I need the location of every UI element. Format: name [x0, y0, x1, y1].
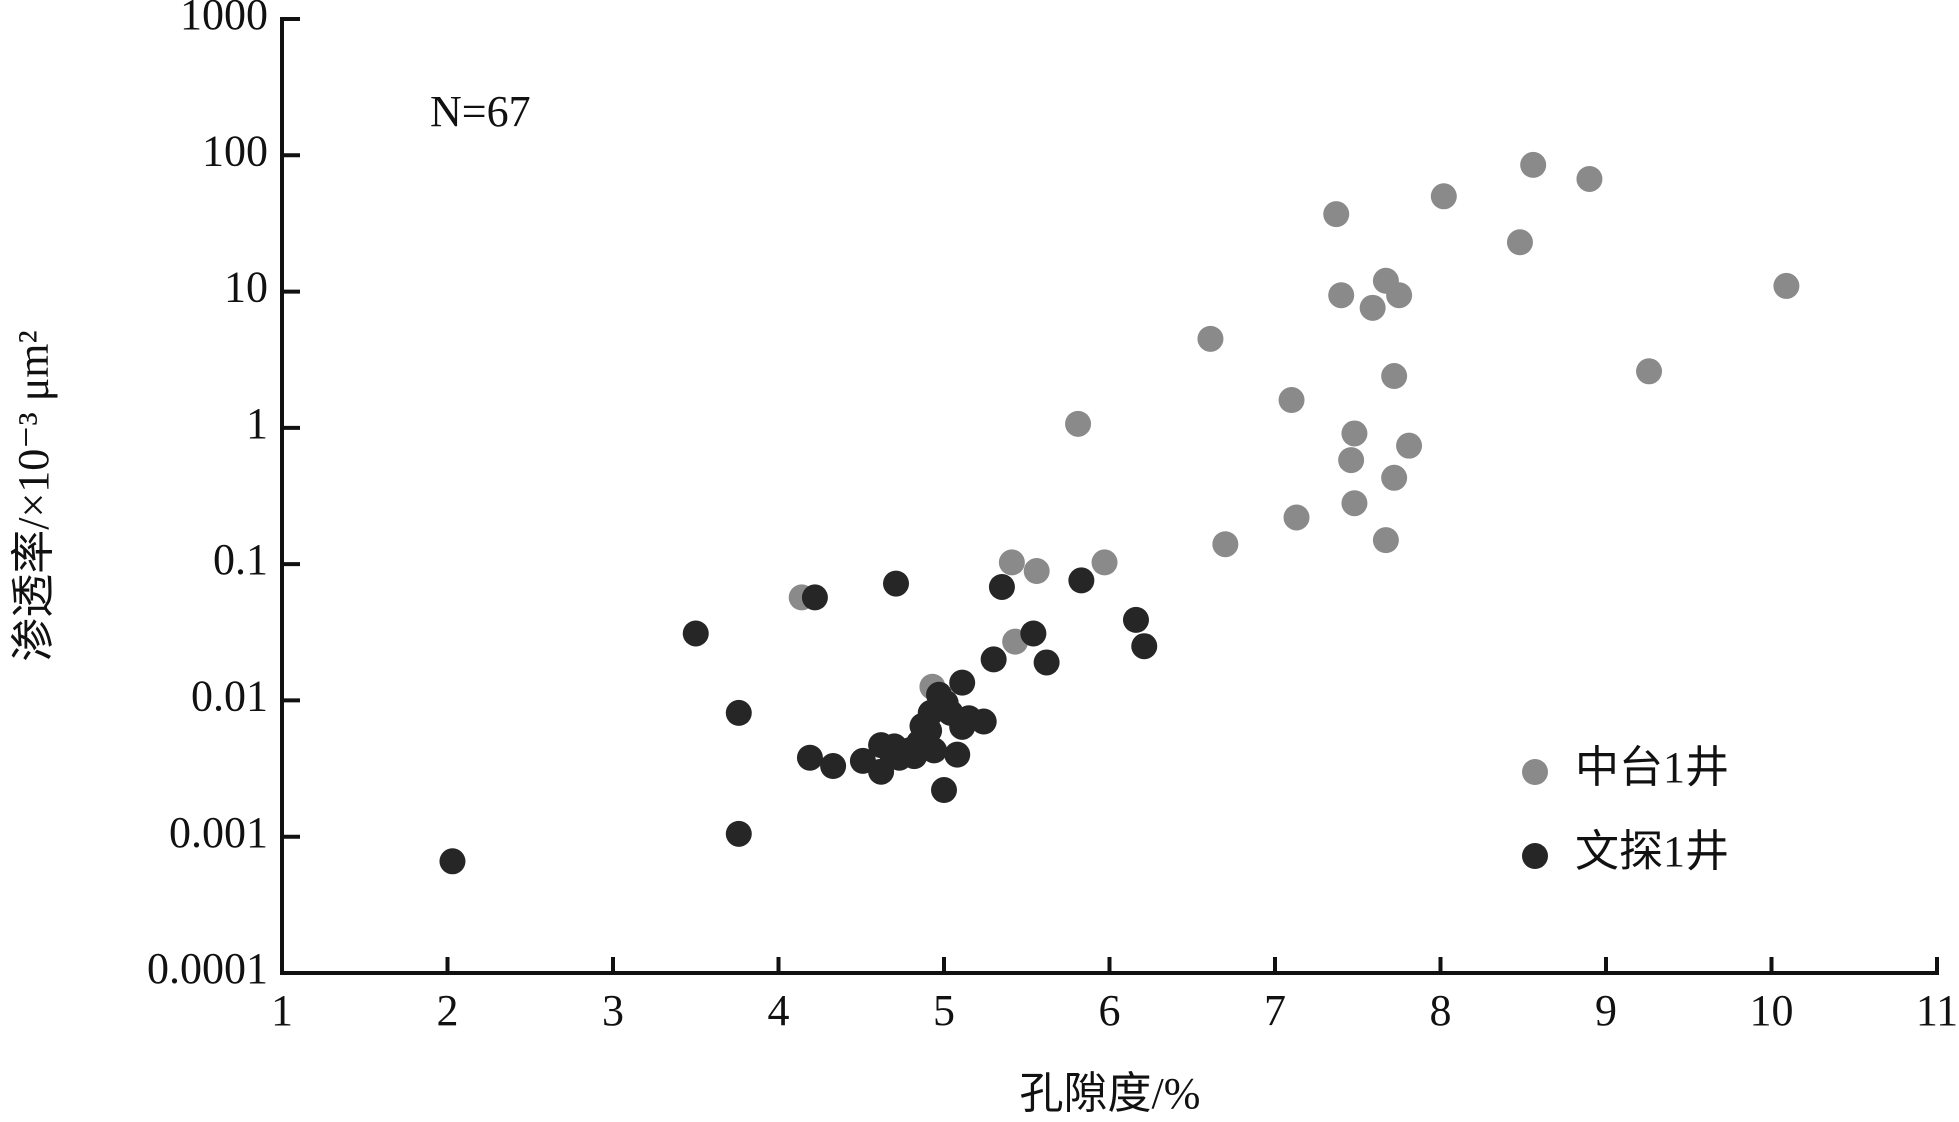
y-tick-label: 0.001: [169, 808, 268, 857]
point: [1372, 527, 1399, 554]
point: [1338, 447, 1365, 474]
y-tick-label: 0.01: [191, 672, 268, 721]
point: [725, 699, 752, 726]
y-tick-label: 1000: [180, 0, 268, 39]
point: [883, 570, 910, 597]
y-axis-label: 渗透率/×10⁻³ μm²: [9, 330, 58, 661]
legend-marker: [1522, 843, 1548, 869]
point: [801, 584, 828, 611]
point: [682, 620, 709, 647]
point: [998, 549, 1025, 576]
point: [1033, 649, 1060, 676]
point: [1381, 464, 1408, 491]
point: [949, 669, 976, 696]
x-tick-label: 2: [437, 986, 459, 1035]
point: [1212, 531, 1239, 558]
point: [931, 777, 957, 804]
point: [1386, 282, 1413, 309]
point: [1506, 229, 1533, 256]
point: [796, 744, 823, 771]
y-tick-label: 0.0001: [147, 944, 268, 993]
point: [1283, 504, 1310, 531]
x-tick-label: 10: [1750, 986, 1794, 1035]
point: [1020, 620, 1047, 647]
point: [1328, 282, 1355, 309]
point: [1023, 558, 1050, 585]
point: [1773, 272, 1800, 299]
x-tick-label: 4: [768, 986, 790, 1035]
point: [1359, 294, 1386, 321]
point: [937, 699, 964, 726]
point: [1091, 549, 1118, 576]
point: [1381, 363, 1408, 390]
point: [1278, 387, 1305, 414]
point: [868, 758, 895, 785]
legend-label: 中台1井: [1575, 743, 1729, 792]
x-tick-label: 7: [1264, 986, 1286, 1035]
point: [980, 646, 1007, 673]
y-tick-label: 0.1: [213, 535, 268, 584]
legend-marker: [1522, 759, 1548, 785]
x-tick-label: 3: [602, 986, 624, 1035]
point: [1636, 358, 1663, 385]
point: [820, 753, 847, 780]
point: [1323, 201, 1350, 228]
x-tick-label: 11: [1916, 986, 1958, 1035]
x-tick-label: 5: [933, 986, 955, 1035]
y-tick-label: 1: [246, 399, 268, 448]
point: [439, 848, 466, 875]
point: [1197, 325, 1224, 352]
point: [878, 738, 905, 765]
annotation: N=67: [430, 87, 531, 136]
x-tick-label: 1: [271, 986, 293, 1035]
point: [725, 820, 752, 847]
point: [1341, 490, 1368, 517]
point: [1396, 432, 1423, 459]
y-tick-label: 100: [202, 126, 268, 175]
point: [1065, 410, 1092, 437]
point: [1576, 165, 1603, 192]
point: [916, 717, 943, 744]
x-tick-label: 9: [1595, 986, 1617, 1035]
point: [970, 708, 997, 735]
point: [1131, 633, 1158, 660]
y-tick-label: 10: [224, 263, 268, 312]
point: [1520, 151, 1547, 178]
point: [1122, 606, 1149, 633]
point: [1341, 420, 1368, 447]
x-tick-label: 8: [1430, 986, 1452, 1035]
point: [944, 741, 971, 768]
point: [1430, 183, 1457, 210]
point: [921, 737, 948, 764]
x-axis-label: 孔隙度/%: [1020, 1069, 1201, 1118]
legend-label: 文探1井: [1575, 827, 1729, 876]
point: [988, 573, 1015, 600]
x-tick-label: 6: [1099, 986, 1121, 1035]
point: [1068, 567, 1095, 594]
